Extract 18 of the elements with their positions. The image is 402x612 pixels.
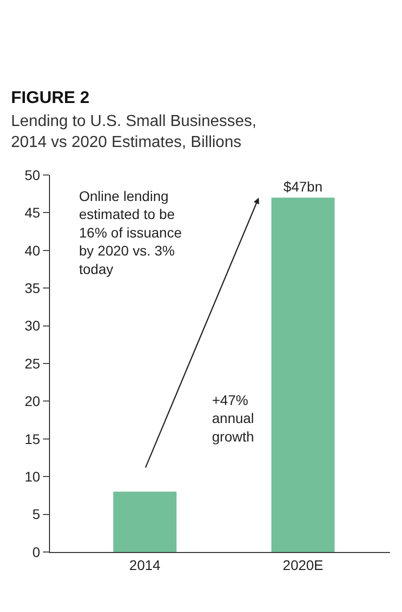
annotation: +47% annual growth (212, 392, 254, 444)
y-tick-label: 20 (24, 393, 40, 410)
y-tick-label: 40 (24, 242, 40, 258)
x-tick-label: 2020E (282, 556, 324, 573)
y-tick-label: 5 (32, 506, 40, 522)
y-tick-label: 25 (24, 355, 40, 372)
annotation: Online lending estimated to be 16% of issuance by 2020 vs. 3% today (79, 188, 182, 277)
y-tick-label: 45 (24, 204, 40, 221)
y-tick-label: 30 (24, 318, 40, 334)
chart-title: FIGURE 2 (11, 88, 90, 107)
chart-subtitle: Lending to U.S. Small Businesses, 2014 vs 2020 Estimates, Billions (11, 113, 256, 151)
y-tick-label: 15 (24, 430, 40, 447)
data-label: $47bn (284, 178, 322, 195)
y-tick-label: 10 (24, 468, 40, 484)
x-tick-label: 2014 (129, 556, 161, 573)
y-tick-label: 0 (32, 544, 40, 560)
y-tick-label: 35 (24, 280, 40, 296)
y-tick-label: 50 (24, 166, 40, 183)
